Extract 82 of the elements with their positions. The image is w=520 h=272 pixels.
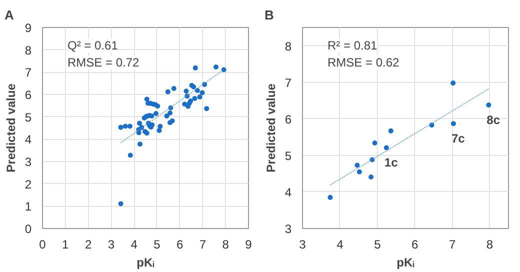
point xyxy=(384,145,389,150)
point xyxy=(137,120,142,126)
chart-title: A xyxy=(4,8,14,22)
point xyxy=(128,152,133,158)
point xyxy=(182,102,188,107)
x-tick-label: 8 xyxy=(222,238,230,252)
point xyxy=(214,64,218,70)
y-tick-label: 9 xyxy=(24,21,32,35)
y-tick-label: 5 xyxy=(24,110,32,124)
x-tick-label: 4 xyxy=(336,238,344,252)
point xyxy=(192,65,198,70)
point xyxy=(194,88,200,93)
x-tick-label: 4 xyxy=(130,238,138,252)
annotation: RMSE = 0.62 xyxy=(328,56,400,70)
point xyxy=(372,140,378,146)
x-tick-label: 1 xyxy=(62,238,70,252)
point xyxy=(328,194,333,200)
x-tick-label: 5 xyxy=(374,238,382,252)
point xyxy=(450,80,456,86)
x-tick-label: 6 xyxy=(412,238,419,252)
point xyxy=(192,96,198,102)
y-tick-label: 5 xyxy=(284,148,292,163)
y-tick-label: 6 xyxy=(284,112,292,126)
x-tick-label: 6 xyxy=(176,238,184,252)
point xyxy=(156,128,162,133)
point xyxy=(138,142,143,147)
y-axis-title: Predicted value xyxy=(264,83,278,172)
point xyxy=(171,86,176,91)
annotation: 7c xyxy=(451,132,466,146)
y-tick-label: 0 xyxy=(24,222,32,236)
y-tick-label: 3 xyxy=(24,155,32,169)
y-tick-label: 8 xyxy=(24,43,32,58)
y-tick-label: 7 xyxy=(24,66,32,80)
x-tick-label: 2 xyxy=(84,238,92,252)
annotation: 8c xyxy=(486,112,500,127)
x-tick-label: 8 xyxy=(486,238,494,252)
point xyxy=(154,110,159,116)
chart-title: B xyxy=(264,8,274,22)
annotation: 1c xyxy=(384,156,398,170)
point xyxy=(164,113,170,118)
point xyxy=(354,162,360,168)
y-tick-label: 7 xyxy=(284,76,292,90)
annotation: R² = 0.81 xyxy=(328,38,378,52)
point xyxy=(188,98,194,104)
point xyxy=(204,106,210,112)
x-tick-label: 9 xyxy=(245,238,252,252)
x-axis-title: pKᵢ xyxy=(136,256,155,270)
point xyxy=(158,124,163,129)
point xyxy=(165,89,170,94)
y-tick-label: 1 xyxy=(24,200,32,214)
point xyxy=(197,94,202,100)
annotation: RMSE = 0.72 xyxy=(68,56,140,70)
y-tick-label: 2 xyxy=(24,177,32,192)
x-tick-label: 3 xyxy=(299,238,306,252)
point xyxy=(144,96,150,102)
point xyxy=(356,169,362,174)
y-tick-label: 6 xyxy=(24,88,32,102)
point xyxy=(170,118,175,124)
point xyxy=(122,124,128,129)
point xyxy=(167,110,172,116)
annotation: Q² = 0.61 xyxy=(68,38,118,52)
y-tick-label: 8 xyxy=(284,39,292,54)
y-tick-label: 4 xyxy=(284,185,292,200)
x-tick-label: 0 xyxy=(39,238,46,252)
y-tick-label: 4 xyxy=(24,132,32,147)
point xyxy=(127,124,132,129)
x-tick-label: 7 xyxy=(199,238,206,252)
point xyxy=(368,174,374,180)
x-tick-label: 3 xyxy=(108,238,115,252)
x-tick-label: 7 xyxy=(448,238,456,252)
x-axis-title: pKᵢ xyxy=(396,256,415,270)
x-tick-label: 5 xyxy=(154,238,161,252)
point xyxy=(118,124,124,130)
point xyxy=(136,130,142,136)
y-tick-label: 3 xyxy=(284,222,292,236)
point xyxy=(184,88,189,94)
y-axis-title: Predicted value xyxy=(4,83,18,172)
point xyxy=(118,201,124,206)
point xyxy=(450,121,456,126)
point xyxy=(486,102,492,108)
point xyxy=(388,128,394,134)
point xyxy=(200,90,205,96)
